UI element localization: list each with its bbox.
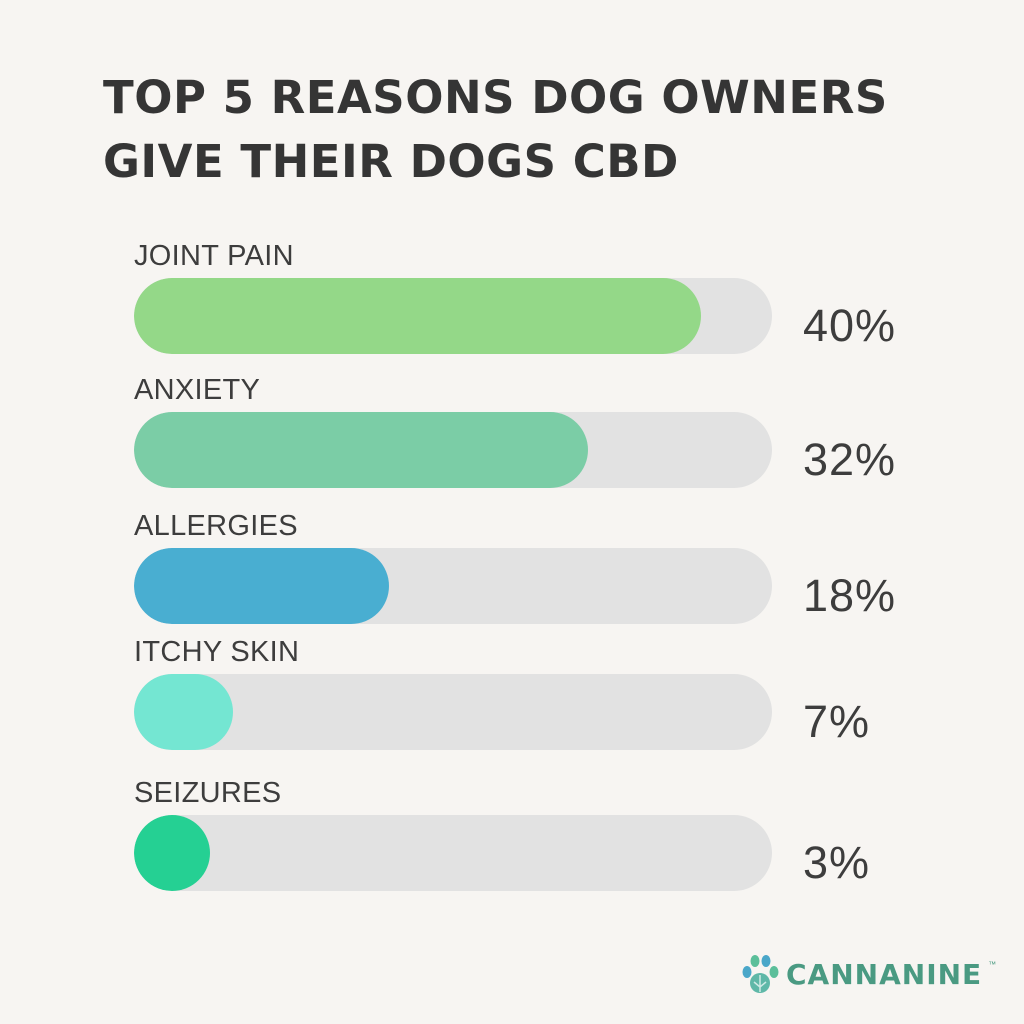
bar-itchy-skin bbox=[134, 674, 234, 750]
bar-anxiety bbox=[134, 412, 588, 488]
category-label-itchy-skin: ITCHY SKIN bbox=[134, 636, 300, 668]
bar-allergies bbox=[134, 548, 390, 624]
value-label-allergies: 18% bbox=[803, 570, 897, 621]
bar-track-anxiety bbox=[134, 412, 772, 488]
bar-track-allergies bbox=[134, 548, 772, 624]
title-line-2: GIVE THEIR DOGS CBD bbox=[103, 135, 679, 188]
category-label-anxiety: ANXIETY bbox=[134, 374, 261, 406]
bar-track-seizures bbox=[134, 815, 772, 891]
brand-trademark: ™ bbox=[988, 960, 997, 969]
category-label-joint-pain: JOINT PAIN bbox=[134, 240, 294, 272]
value-label-itchy-skin: 7% bbox=[803, 696, 871, 747]
bar-track-itchy-skin bbox=[134, 674, 772, 750]
brand-logo: CANNANINE ™ bbox=[740, 952, 996, 996]
brand-name: CANNANINE bbox=[786, 957, 983, 991]
category-label-seizures: SEIZURES bbox=[134, 777, 282, 809]
value-label-joint-pain: 40% bbox=[803, 300, 897, 351]
value-label-seizures: 3% bbox=[803, 837, 871, 888]
bar-joint-pain bbox=[134, 278, 702, 354]
paw-icon bbox=[742, 955, 779, 993]
title-line-1: TOP 5 REASONS DOG OWNERS bbox=[103, 71, 888, 124]
value-label-anxiety: 32% bbox=[803, 434, 897, 485]
bar-track-joint-pain bbox=[134, 278, 772, 354]
chart-title: TOP 5 REASONS DOG OWNERS GIVE THEIR DOGS… bbox=[103, 66, 888, 194]
bar-seizures bbox=[134, 815, 210, 891]
category-label-allergies: ALLERGIES bbox=[134, 510, 298, 542]
